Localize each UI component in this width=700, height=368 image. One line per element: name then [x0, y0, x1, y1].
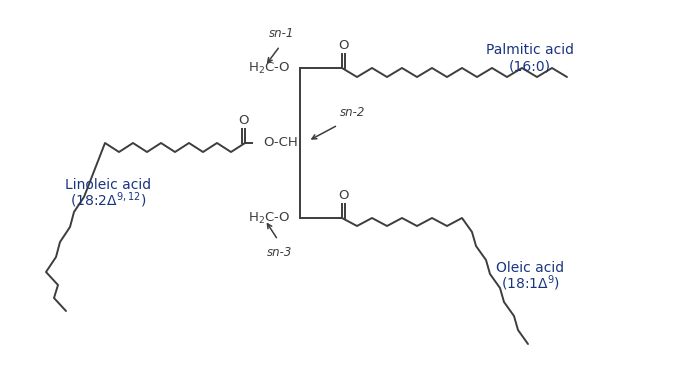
Text: sn-3: sn-3: [267, 246, 293, 259]
Text: sn-2: sn-2: [340, 106, 365, 119]
Text: Oleic acid: Oleic acid: [496, 261, 564, 275]
Text: H$_2$C-O: H$_2$C-O: [248, 210, 290, 226]
Text: sn-1: sn-1: [270, 27, 295, 40]
Text: (18:1$\Delta^9$): (18:1$\Delta^9$): [500, 273, 559, 293]
Text: O: O: [338, 189, 349, 202]
Text: O: O: [338, 39, 349, 52]
Text: Linoleic acid: Linoleic acid: [65, 178, 151, 192]
Text: (18:2$\Delta^{9,12}$): (18:2$\Delta^{9,12}$): [70, 190, 146, 210]
Text: O: O: [238, 114, 248, 127]
Text: Palmitic acid: Palmitic acid: [486, 43, 574, 57]
Text: O-CH: O-CH: [263, 137, 298, 149]
Text: H$_2$C-O: H$_2$C-O: [248, 60, 290, 75]
Text: (16:0): (16:0): [509, 59, 551, 73]
